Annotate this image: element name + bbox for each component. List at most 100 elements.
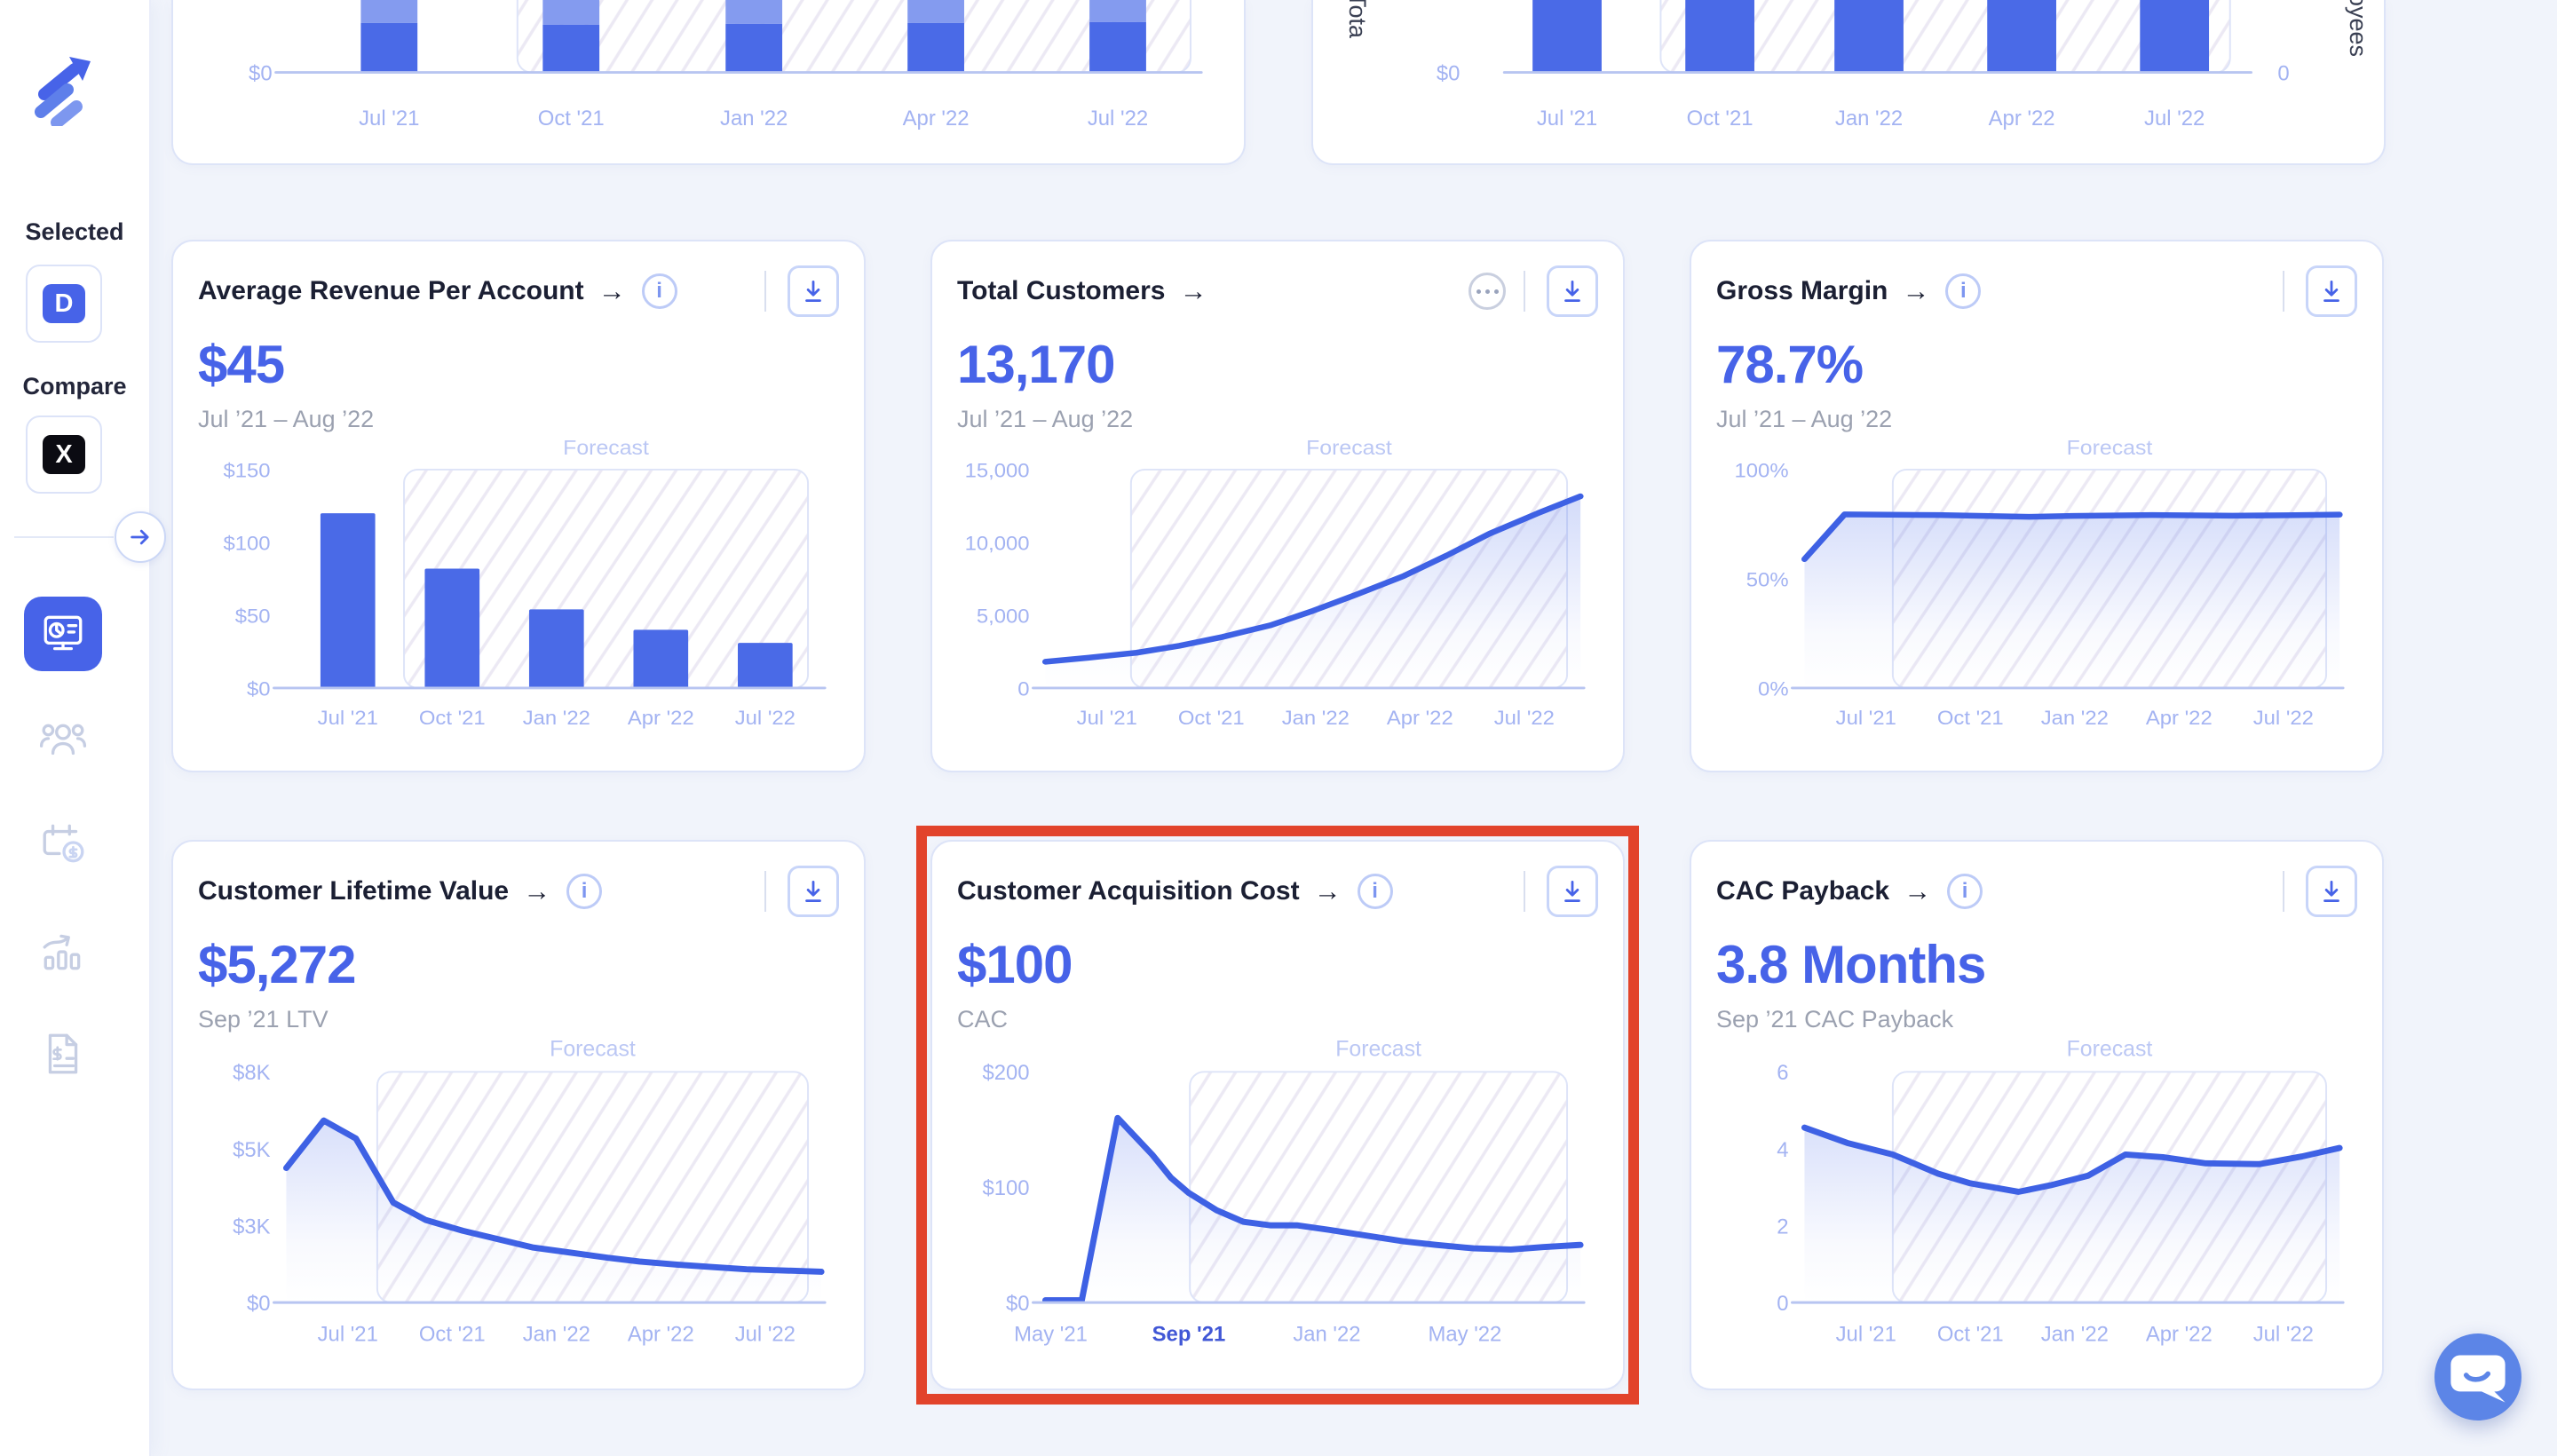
arrow-right-icon — [131, 529, 149, 545]
download-icon — [805, 880, 821, 903]
svg-text:Jul '21: Jul '21 — [318, 1324, 378, 1347]
download-button[interactable] — [2306, 866, 2357, 917]
svg-text:$0: $0 — [247, 1293, 271, 1316]
info-icon[interactable]: i — [1357, 874, 1393, 909]
svg-text:$100: $100 — [223, 532, 270, 554]
stacked-bar-chart: $0 Jul '21 Oct '21 Jan '22 Apr '22 Jul '22 — [249, 0, 1203, 131]
download-icon — [805, 280, 821, 303]
header-divider — [2283, 271, 2284, 312]
svg-text:May '22: May '22 — [1429, 1324, 1502, 1347]
metric-subtitle: Jul ’21 – Aug ’22 — [1716, 406, 1893, 432]
svg-text:Jul '21: Jul '21 — [359, 107, 419, 131]
svg-text:Oct '21: Oct '21 — [1937, 707, 2004, 729]
sidebar-item-billing-calendar[interactable] — [39, 819, 87, 866]
svg-text:Oct '21: Oct '21 — [419, 1324, 486, 1347]
card-title[interactable]: Customer Lifetime Value — [198, 876, 510, 906]
metric-value: $100 — [957, 935, 1073, 994]
sidebar-item-invoices[interactable] — [39, 1030, 87, 1078]
svg-text:$150: $150 — [223, 459, 270, 481]
sidebar-item-dashboard[interactable] — [24, 597, 102, 671]
info-icon[interactable]: i — [1945, 273, 1982, 309]
card-customer-acquisition-cost: Customer Acquisition Cost → i $100 CAC F… — [916, 826, 1639, 1405]
bar-chart: $0 0 Jul '21 Oct '21 Jan '22 Apr '22 Jul '22 — [1437, 0, 2290, 131]
metric-value: 78.7% — [1716, 335, 1864, 394]
svg-text:Forecast: Forecast — [563, 437, 649, 460]
svg-text:Oct '21: Oct '21 — [1178, 707, 1245, 729]
download-button[interactable] — [1547, 265, 1598, 317]
download-button[interactable] — [2306, 265, 2357, 317]
card-expenses-top-right: $0 0 Jul '21 Oct '21 Jan '22 Apr '22 Jul '22 T… — [1311, 0, 2386, 165]
svg-text:Forecast: Forecast — [2067, 1038, 2153, 1062]
svg-text:2: 2 — [1777, 1215, 1788, 1238]
right-axis-title-fragment: oyees — [2345, 0, 2371, 58]
svg-text:15,000: 15,000 — [965, 459, 1030, 481]
line-chart: Forecast $0 $100 $200 May '21 Sep '21 Jan '22 M… — [982, 1038, 1586, 1347]
card-average-revenue-per-account: Average Revenue Per Account → i $45 Jul … — [171, 240, 866, 772]
card-title[interactable]: Customer Acquisition Cost — [957, 876, 1300, 906]
svg-text:Oct '21: Oct '21 — [1937, 1324, 2004, 1347]
selected-company-button[interactable]: D — [26, 265, 102, 343]
compare-company-avatar: X — [43, 435, 85, 474]
download-button[interactable] — [1547, 866, 1598, 917]
svg-text:May '21: May '21 — [1014, 1324, 1088, 1347]
card-revenue-top-left: $0 Jul '21 Oct '21 Jan '22 Apr '22 Jul '22 — [171, 0, 1246, 165]
card-title[interactable]: Gross Margin — [1716, 276, 1888, 305]
svg-text:0: 0 — [1017, 677, 1029, 700]
sidebar-item-customers[interactable] — [39, 717, 87, 765]
download-button[interactable] — [788, 866, 839, 917]
info-icon[interactable]: i — [1947, 874, 1983, 909]
metric-value: 13,170 — [957, 335, 1116, 394]
sidebar: Selected D Compare X — [0, 0, 166, 1456]
metric-value: 3.8 Months — [1716, 935, 1986, 994]
svg-text:0: 0 — [2277, 62, 2289, 86]
open-metric-arrow-icon[interactable]: → — [598, 275, 626, 306]
svg-text:Jul '21: Jul '21 — [1077, 707, 1137, 729]
download-icon — [1564, 280, 1580, 303]
metric-subtitle: Jul ’21 – Aug ’22 — [198, 406, 375, 432]
info-icon[interactable]: i — [641, 273, 677, 309]
compare-company-button[interactable]: X — [26, 415, 102, 494]
download-button[interactable] — [788, 265, 839, 317]
svg-text:$5K: $5K — [233, 1139, 271, 1162]
header-divider — [764, 271, 766, 312]
open-metric-arrow-icon[interactable]: → — [523, 875, 551, 906]
open-metric-arrow-icon[interactable]: → — [1179, 275, 1207, 306]
svg-text:$3K: $3K — [233, 1215, 271, 1238]
svg-text:5,000: 5,000 — [977, 605, 1030, 627]
card-title[interactable]: Average Revenue Per Account — [198, 276, 584, 305]
svg-text:$0: $0 — [1437, 62, 1461, 86]
line-chart: Forecast 0 5,000 10,000 15,000 Jul '21 Oct '21… — [965, 437, 1586, 729]
svg-text:$0: $0 — [1006, 1293, 1030, 1316]
compare-label: Compare — [22, 373, 127, 400]
svg-text:0: 0 — [1777, 1293, 1788, 1316]
selected-label: Selected — [25, 218, 124, 245]
info-icon[interactable]: i — [566, 874, 603, 909]
svg-text:50%: 50% — [1746, 568, 1789, 590]
selected-company-avatar: D — [43, 284, 85, 323]
svg-text:Jan '22: Jan '22 — [1835, 107, 1903, 131]
svg-text:Apr '22: Apr '22 — [1989, 107, 2055, 131]
header-divider — [2283, 871, 2284, 912]
card-title[interactable]: CAC Payback — [1716, 876, 1890, 906]
download-icon — [2323, 280, 2339, 303]
more-options-icon[interactable] — [1468, 273, 1506, 310]
svg-text:6: 6 — [1777, 1062, 1788, 1085]
svg-text:Jan '22: Jan '22 — [720, 107, 788, 131]
chat-launcher-button[interactable] — [2434, 1333, 2521, 1420]
svg-text:Jan '22: Jan '22 — [2041, 1324, 2109, 1347]
sidebar-item-benchmarks[interactable] — [39, 927, 87, 975]
open-metric-arrow-icon[interactable]: → — [1902, 275, 1930, 306]
svg-text:4: 4 — [1777, 1139, 1788, 1162]
svg-text:Jan '22: Jan '22 — [2041, 707, 2109, 729]
open-metric-arrow-icon[interactable]: → — [1904, 875, 1932, 906]
svg-text:Apr '22: Apr '22 — [2146, 1324, 2213, 1347]
expand-sidebar-button[interactable] — [115, 511, 166, 563]
svg-text:Forecast: Forecast — [1335, 1038, 1421, 1062]
card-title[interactable]: Total Customers — [957, 276, 1166, 305]
svg-text:Jul '22: Jul '22 — [2253, 1324, 2314, 1347]
open-metric-arrow-icon[interactable]: → — [1313, 875, 1342, 906]
card-customer-lifetime-value: Customer Lifetime Value → i $5,272 Sep ’… — [171, 840, 866, 1390]
bar-chart: Forecast $0 $50 $100 $150 Jul '21 Oct '21 Jan '… — [223, 437, 827, 729]
svg-text:Sep '21: Sep '21 — [1152, 1324, 1226, 1347]
svg-text:Apr '22: Apr '22 — [903, 107, 970, 131]
